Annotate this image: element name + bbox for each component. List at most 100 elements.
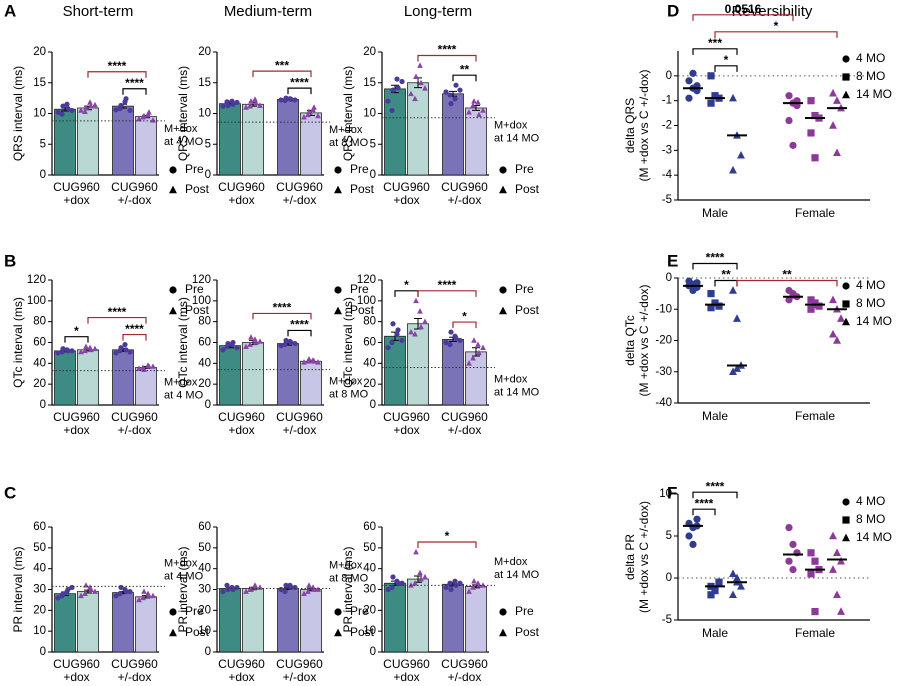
x-tick-label: CUG960 [383, 180, 430, 194]
y-tick-label: 50 [198, 542, 211, 554]
y-tick-label: 0 [370, 399, 376, 411]
data-point [292, 97, 298, 103]
data-point [92, 101, 98, 108]
data-point [83, 104, 89, 111]
y-tick-label: 10 [198, 625, 211, 637]
y-tick-label: 5 [40, 138, 46, 150]
data-point [685, 94, 693, 102]
legend-marker [169, 166, 177, 174]
significance-label: * [74, 324, 79, 338]
y-tick-label: 5 [666, 530, 672, 542]
y-axis-label: QTc interval (ms) [341, 297, 355, 388]
reference-label: M+dox [329, 124, 363, 136]
data-point [253, 584, 259, 590]
y-tick-label: 80 [33, 316, 46, 328]
data-point [729, 367, 737, 375]
data-point [306, 356, 312, 362]
significance-bracket [452, 74, 477, 82]
reference-label: at 14 MO [494, 569, 540, 581]
legend-label: Post [515, 182, 540, 196]
x-tick-label: +/-dox [283, 423, 317, 437]
data-point [452, 578, 458, 584]
data-point [811, 111, 819, 120]
legend-label: Post [515, 625, 540, 639]
data-point [807, 97, 815, 105]
y-axis-label: (M +dox vs C +/-dox) [637, 501, 651, 613]
legend-label: Post [185, 303, 210, 317]
data-point [390, 574, 396, 580]
y-tick-label: 20 [363, 604, 376, 616]
x-tick-label: +/-dox [448, 670, 482, 684]
data-point [443, 89, 449, 95]
significance-bracket [736, 279, 838, 287]
data-point [122, 341, 128, 348]
y-tick-label: 0 [666, 572, 672, 584]
data-point [480, 582, 486, 588]
significance-label: **** [438, 43, 457, 57]
data-point [729, 569, 737, 578]
data-point [412, 580, 418, 586]
data-point [729, 286, 737, 294]
data-point [141, 588, 147, 594]
data-point [301, 590, 307, 597]
data-point [711, 92, 719, 100]
data-point [829, 565, 837, 573]
data-point [385, 586, 391, 593]
data-point [118, 102, 124, 109]
legend-marker [499, 166, 507, 174]
significance-label: ** [721, 268, 731, 282]
data-point [282, 588, 288, 595]
y-tick-label: 20 [33, 378, 46, 390]
data-point [283, 582, 289, 588]
significance-label: * [724, 53, 729, 67]
data-point [399, 337, 405, 344]
data-point [220, 347, 226, 353]
data-point [69, 348, 75, 354]
data-point [82, 590, 88, 597]
panel-letter: F [667, 483, 677, 502]
legend-label: Post [350, 303, 375, 317]
significance-label: ** [460, 62, 470, 76]
data-point [833, 548, 841, 557]
reference-label: M+dox [329, 375, 363, 387]
y-tick-label: 30 [198, 584, 211, 596]
y-axis-label: QTc interval (ms) [11, 297, 25, 388]
bar [300, 112, 322, 176]
data-point [471, 578, 477, 584]
data-point [292, 340, 298, 347]
data-point [389, 107, 395, 114]
significance-bracket [714, 31, 838, 38]
data-point [60, 591, 66, 597]
data-point [136, 596, 142, 603]
data-point [807, 296, 815, 304]
y-axis-label: QRS interval (ms) [176, 66, 190, 161]
data-point [729, 590, 737, 599]
x-tick-label: CUG960 [53, 180, 100, 194]
legend-label: Pre [515, 604, 534, 618]
y-tick-label: -40 [655, 397, 672, 409]
significance-label: *** [275, 58, 289, 72]
legend-marker [842, 90, 850, 99]
legend-marker [499, 306, 507, 315]
data-point [305, 111, 311, 118]
y-tick-label: 0 [40, 399, 46, 411]
data-point [789, 566, 797, 574]
y-tick-label: 0 [205, 646, 211, 658]
bar [277, 588, 299, 653]
significance-label: **** [125, 322, 144, 336]
data-point [311, 104, 317, 110]
legend-label: Post [350, 182, 375, 196]
significance-bracket [122, 88, 147, 95]
data-point [715, 302, 723, 310]
data-point [715, 578, 723, 586]
legend-label: Pre [350, 604, 369, 618]
x-tick-label: +/-dox [118, 670, 152, 684]
x-tick-label: CUG960 [218, 657, 265, 671]
data-point [476, 349, 482, 356]
data-point [447, 580, 453, 586]
panel-letter: D [667, 1, 679, 20]
x-tick-label: Male [702, 206, 728, 220]
data-point [457, 580, 463, 586]
data-point [829, 88, 837, 97]
x-tick-label: CUG960 [218, 410, 265, 424]
